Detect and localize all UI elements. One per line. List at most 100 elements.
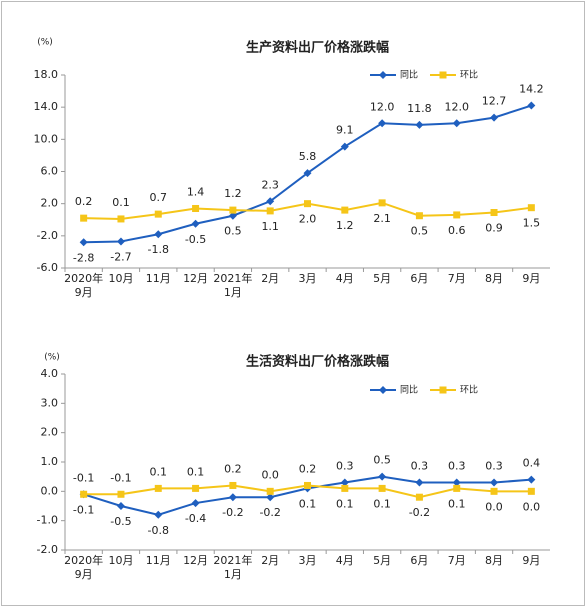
point xyxy=(304,200,311,208)
value-label: -0.4 xyxy=(185,512,206,525)
point xyxy=(490,209,498,217)
x-tick-line: 3月 xyxy=(299,554,317,567)
value-label: -0.1 xyxy=(73,503,94,516)
x-tick-label: 2月 xyxy=(261,272,279,285)
x-tick-line: 10月 xyxy=(108,554,133,567)
point xyxy=(452,478,461,487)
y-tick-label: 0.0 xyxy=(41,484,59,497)
y-tick-label: -1.0 xyxy=(37,514,58,527)
x-tick-label: 4月 xyxy=(336,554,354,567)
x-tick-label: 3月 xyxy=(299,272,317,285)
value-label: -0.1 xyxy=(110,471,131,484)
value-label: 0.3 xyxy=(411,460,429,473)
x-tick-line: 2020年 xyxy=(64,553,103,567)
value-label: 0.3 xyxy=(485,460,503,473)
value-label: -0.8 xyxy=(148,524,169,537)
point xyxy=(453,211,461,219)
point xyxy=(527,475,536,484)
value-label: 2.3 xyxy=(261,178,279,191)
x-tick-label: 12月 xyxy=(183,554,208,567)
point xyxy=(229,206,237,214)
value-label: 0.1 xyxy=(448,497,466,510)
point xyxy=(192,204,200,212)
x-tick-label: 2020年 9月 xyxy=(64,271,103,299)
y-tick-label: -6.0 xyxy=(37,261,58,274)
point xyxy=(453,484,461,492)
point xyxy=(266,197,275,206)
legend-label: 同比 xyxy=(400,69,418,81)
x-tick-label: 8月 xyxy=(485,272,503,285)
value-label: 0.2 xyxy=(75,195,93,208)
point xyxy=(378,119,387,128)
point xyxy=(229,481,237,489)
x-tick-line: 2021年 xyxy=(213,271,252,285)
value-label: 0.2 xyxy=(224,462,242,475)
y-tick-label: 14.0 xyxy=(34,100,59,113)
point xyxy=(378,199,386,207)
x-tick-line: 6月 xyxy=(410,554,428,567)
x-tick-line: 2月 xyxy=(261,554,279,567)
value-label: 0.1 xyxy=(373,497,391,510)
y-tick-label: 2.0 xyxy=(41,426,59,439)
value-label: 0.5 xyxy=(411,225,429,238)
legend-marker xyxy=(439,71,447,79)
legend-marker xyxy=(379,386,387,394)
x-tick-line: 5月 xyxy=(373,272,391,285)
point xyxy=(191,219,200,228)
point xyxy=(415,493,423,501)
point xyxy=(341,206,349,214)
value-label: -0.1 xyxy=(73,471,94,484)
value-label: 0.9 xyxy=(485,222,503,235)
y-tick-label: 6.0 xyxy=(41,165,59,178)
value-label: -2.7 xyxy=(110,250,131,263)
x-tick-label: 2021年 1月 xyxy=(213,271,252,299)
point xyxy=(490,478,499,487)
value-label: 12.0 xyxy=(370,100,395,113)
point xyxy=(116,502,125,510)
value-label: 0.5 xyxy=(224,225,242,238)
value-label: 5.8 xyxy=(299,150,317,163)
x-tick-line: 9月 xyxy=(522,272,540,285)
unit-label: (%) xyxy=(37,38,53,48)
point xyxy=(378,484,386,492)
value-label: 1.4 xyxy=(187,185,205,198)
x-tick-label: 2020年 9月 xyxy=(64,553,103,581)
x-tick-line: 2021年 xyxy=(213,553,252,567)
x-tick-label: 3月 xyxy=(299,554,317,567)
x-tick-line: 4月 xyxy=(336,272,354,285)
x-tick-line: 9月 xyxy=(522,554,540,567)
x-tick-label: 11月 xyxy=(146,272,171,285)
y-tick-label: 10.0 xyxy=(34,132,59,145)
point xyxy=(490,113,499,122)
x-tick-line: 6月 xyxy=(410,272,428,285)
point xyxy=(266,207,274,215)
x-tick-line: 2020年 xyxy=(64,271,103,285)
legend-marker xyxy=(379,71,387,79)
value-label: 0.1 xyxy=(336,497,354,510)
x-tick-line: 12月 xyxy=(183,272,208,285)
x-tick-label: 7月 xyxy=(448,272,466,285)
x-tick-label: 5月 xyxy=(373,272,391,285)
x-tick-label: 6月 xyxy=(410,272,428,285)
point xyxy=(80,490,88,498)
point xyxy=(415,212,423,220)
unit-label: (%) xyxy=(44,353,60,363)
value-label: 14.2 xyxy=(519,83,544,96)
legend-marker xyxy=(439,386,447,394)
point xyxy=(117,215,125,223)
value-label: 0.3 xyxy=(336,460,354,473)
value-label: 0.6 xyxy=(448,224,466,237)
x-tick-line: 7月 xyxy=(448,554,466,567)
value-label: 0.2 xyxy=(299,462,317,475)
x-tick-label: 10月 xyxy=(108,554,133,567)
value-label: 2.1 xyxy=(373,212,391,225)
point xyxy=(80,214,88,222)
point xyxy=(303,169,312,178)
x-tick-line: 11月 xyxy=(146,554,171,567)
point xyxy=(527,487,535,495)
value-label: -1.8 xyxy=(148,243,169,256)
x-tick-label: 8月 xyxy=(485,554,503,567)
point xyxy=(490,487,498,495)
value-label: -0.5 xyxy=(185,233,206,246)
x-tick-line: 2月 xyxy=(261,272,279,285)
